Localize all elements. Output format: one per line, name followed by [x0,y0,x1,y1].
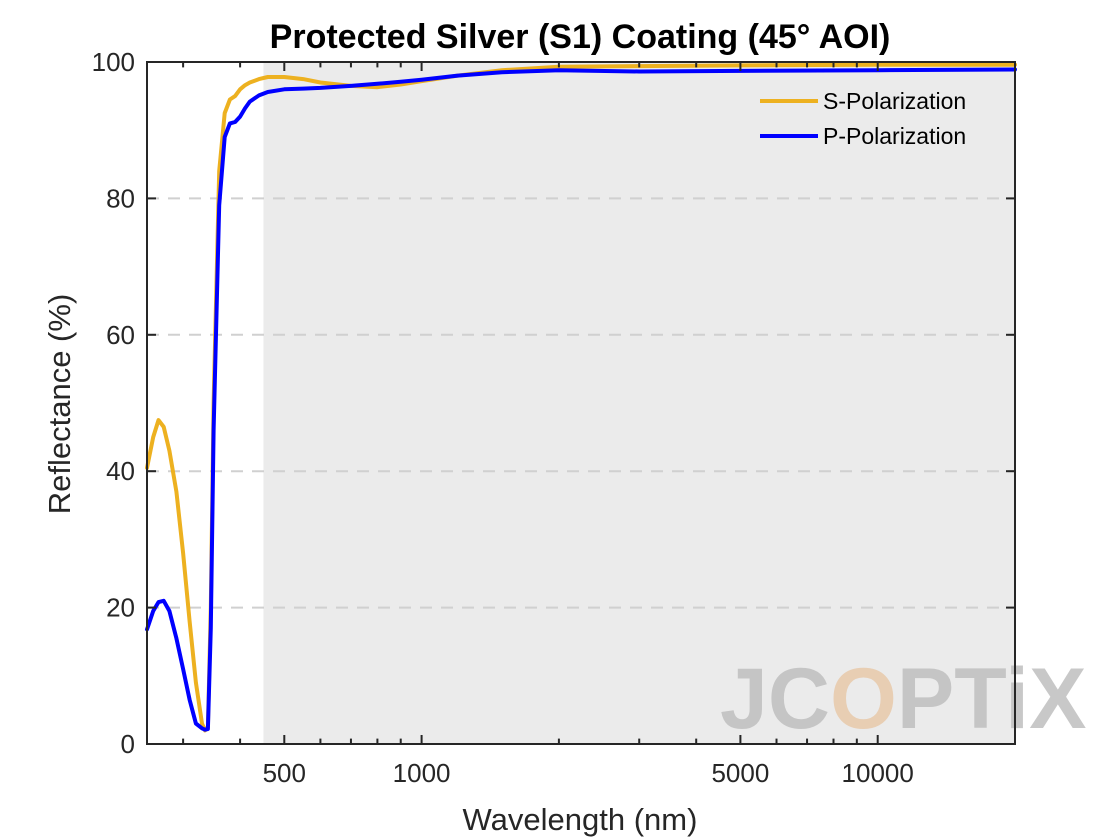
y-tick-label-20: 20 [106,593,135,623]
legend: S-Polarization P-Polarization [760,88,966,149]
y-tick-label-100: 100 [92,47,135,77]
shaded-region-rect [263,62,1015,744]
y-tick-label-40: 40 [106,456,135,486]
x-tick-label-1000: 1000 [393,758,451,788]
axes-box [146,61,1016,745]
svg-text:JCOPTiX: JCOPTiX [720,651,1086,747]
watermark-left-text: JC [720,651,830,747]
y-axis-label: Reflectance (%) [42,294,77,515]
x-tick-label-5000: 5000 [711,758,769,788]
watermark-right-text: PTiX [897,651,1087,747]
y-tick-label-60: 60 [106,320,135,350]
chart-title: Protected Silver (S1) Coating (45° AOI) [270,18,891,56]
grid-lines [147,197,1015,609]
series-lines [145,62,1017,733]
shaded-region [263,62,1015,744]
x-tick-label-10000: 10000 [842,758,914,788]
jcoptix-logo-watermark: JCOPTiX [720,651,1086,747]
y-tick-label-0: 0 [121,729,135,759]
watermark-o-text: O [830,651,897,747]
axis-ticks [147,61,1016,745]
legend-label-s-polarization: S-Polarization [823,88,966,114]
x-axis-label: Wavelength (nm) [463,802,698,837]
axes-frame [146,61,1016,745]
tick-labels: 0 20 40 60 80 100 500 1000 5000 10000 [92,47,914,788]
x-tick-label-500: 500 [263,758,306,788]
legend-label-p-polarization: P-Polarization [823,123,966,149]
y-tick-label-80: 80 [106,183,135,213]
series-line-p-polarization [145,67,1017,732]
